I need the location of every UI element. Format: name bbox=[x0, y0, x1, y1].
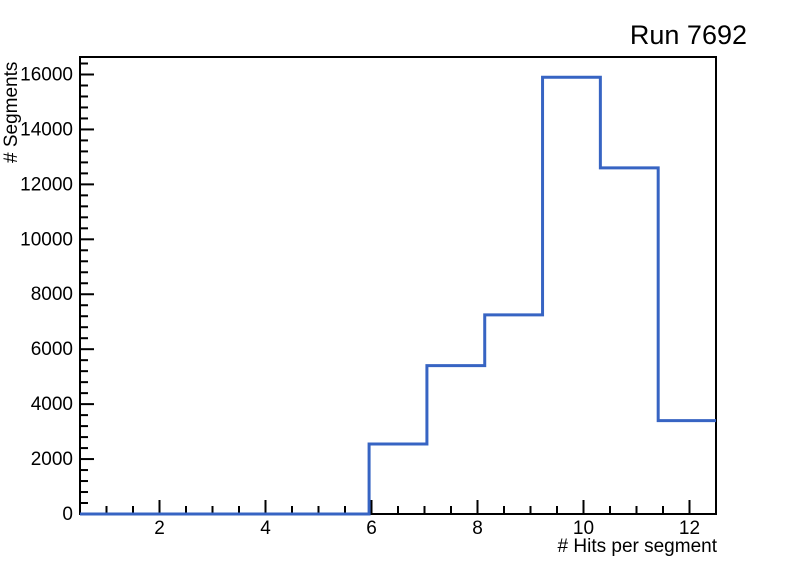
y-tick-label: 16000 bbox=[20, 64, 73, 85]
x-tick-label: 12 bbox=[679, 518, 700, 539]
y-tick-label: 6000 bbox=[31, 339, 73, 360]
x-tick-label: 10 bbox=[573, 518, 594, 539]
y-tick-label: 2000 bbox=[31, 449, 73, 470]
x-tick-label: 6 bbox=[366, 518, 377, 539]
x-tick-label: 2 bbox=[154, 518, 165, 539]
y-tick-label: 4000 bbox=[31, 394, 73, 415]
x-tick-label: 8 bbox=[472, 518, 483, 539]
y-tick-label: 0 bbox=[62, 504, 73, 525]
y-tick-label: 8000 bbox=[31, 284, 73, 305]
x-axis-title: # Hits per segment bbox=[557, 536, 717, 557]
histogram-series-line bbox=[80, 75, 716, 516]
y-tick-label: 12000 bbox=[20, 174, 73, 195]
y-tick-label: 14000 bbox=[20, 119, 73, 140]
chart-title: Run 7692 bbox=[629, 20, 747, 50]
y-tick-label: 10000 bbox=[20, 229, 73, 250]
x-tick-label: 4 bbox=[260, 518, 271, 539]
